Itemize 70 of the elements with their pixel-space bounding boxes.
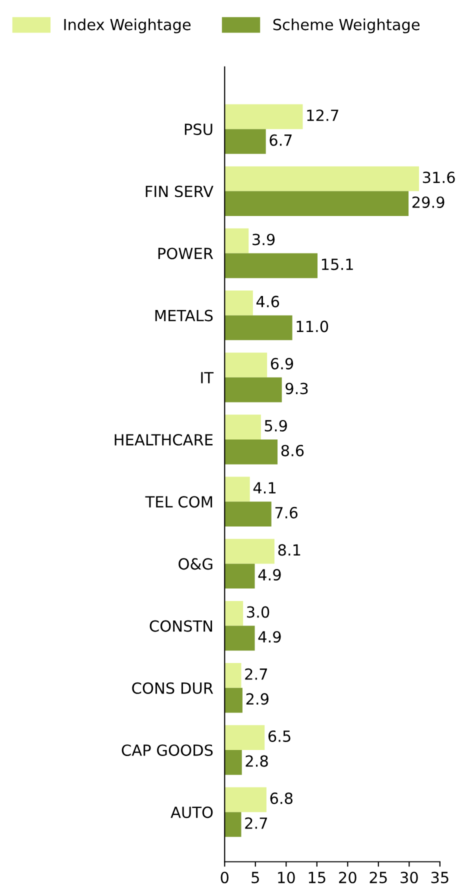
data-label: 5.9 <box>264 420 287 432</box>
data-label: 4.6 <box>256 296 280 308</box>
data-label: 12.7 <box>307 110 338 121</box>
bar <box>224 253 318 278</box>
x-tick-label: 30 <box>400 872 418 884</box>
data-label: 8.1 <box>278 544 300 556</box>
y-tick-label: CAP GOODS <box>122 744 213 756</box>
bar <box>224 725 265 750</box>
data-label: 6.5 <box>268 730 290 742</box>
bar <box>224 626 255 651</box>
data-label: 9.3 <box>286 382 308 394</box>
data-label: 31.6 <box>422 172 455 184</box>
bar <box>224 166 420 192</box>
legend-label: Index Weightage <box>64 18 191 34</box>
data-label: 7.6 <box>275 506 298 518</box>
y-tick-label: METALS <box>155 310 213 322</box>
bar <box>224 440 278 464</box>
legend-label: Scheme Weightage <box>273 18 420 34</box>
data-label: 3.0 <box>247 606 270 618</box>
x-tick-label: 10 <box>278 872 295 884</box>
bar <box>224 290 253 316</box>
y-tick-label: HEALTHCARE <box>114 434 213 446</box>
y-tick-label: CONSTN <box>150 620 212 632</box>
y-tick-label: PSU <box>184 124 212 136</box>
bar <box>224 191 409 216</box>
data-label: 2.9 <box>246 693 268 705</box>
x-tick-label: 5 <box>252 872 259 884</box>
bar <box>224 104 303 130</box>
x-tick-label: 15 <box>308 872 326 884</box>
x-tick-label: 35 <box>431 872 448 884</box>
bar <box>224 600 244 626</box>
bar <box>224 414 261 440</box>
bar <box>224 315 292 340</box>
bar <box>224 129 266 154</box>
data-label: 29.9 <box>412 196 444 208</box>
data-label: 2.7 <box>245 668 268 680</box>
data-label: 2.8 <box>246 755 268 767</box>
bar <box>224 688 242 713</box>
bar <box>224 476 250 502</box>
data-label: 15.1 <box>322 258 353 270</box>
y-tick-label: CONS DUR <box>132 682 214 694</box>
x-tick-label: 25 <box>370 872 387 884</box>
bar <box>224 377 282 402</box>
bar <box>224 228 249 254</box>
data-label: 3.9 <box>252 234 275 246</box>
y-tick-label: POWER <box>158 248 214 260</box>
data-label: 6.7 <box>270 134 292 146</box>
data-label: 11.0 <box>296 320 328 332</box>
bar <box>224 812 242 837</box>
y-tick-label: AUTO <box>170 806 213 818</box>
y-tick-label: IT <box>201 372 214 384</box>
bar <box>224 787 266 812</box>
bar <box>224 564 255 589</box>
data-label: 6.8 <box>270 792 292 804</box>
bar <box>224 502 272 526</box>
data-label: 4.1 <box>253 482 276 494</box>
data-label: 4.9 <box>258 631 281 643</box>
y-tick-label: TEL COM <box>145 496 212 508</box>
y-tick-label: FIN SERV <box>146 186 214 198</box>
data-label: 6.9 <box>270 358 294 370</box>
bar <box>224 538 274 564</box>
bar <box>224 750 242 775</box>
y-tick-label: O&G <box>178 558 212 570</box>
x-tick-label: 0 <box>220 872 228 884</box>
data-label: 2.7 <box>245 817 268 829</box>
bar <box>224 352 268 378</box>
data-label: 4.9 <box>258 569 281 581</box>
data-label: 8.6 <box>281 444 304 456</box>
bar <box>224 663 242 688</box>
x-tick-label: 20 <box>339 872 356 884</box>
